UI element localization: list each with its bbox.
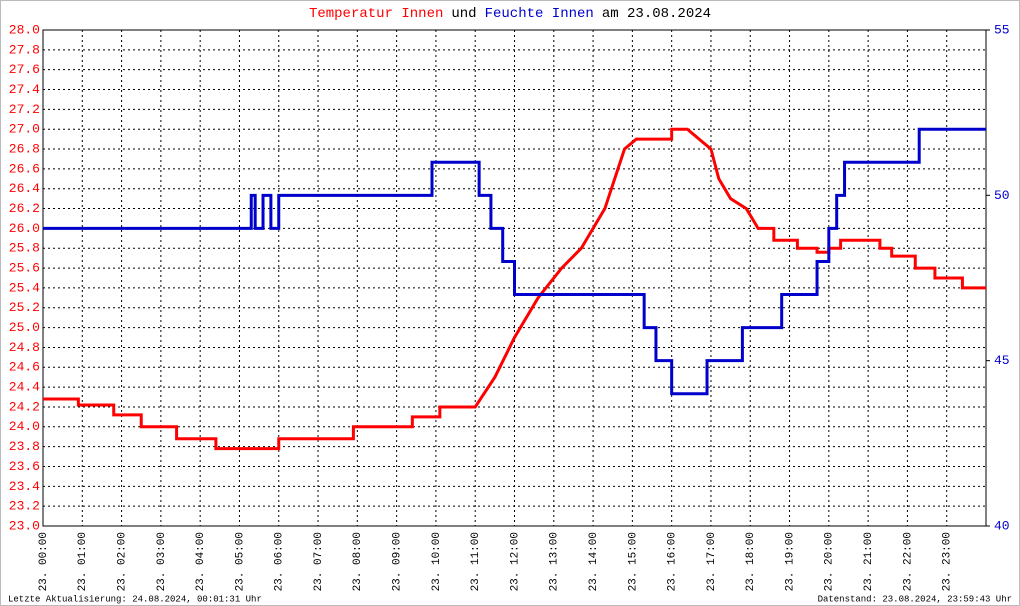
title-part: Temperatur Innen — [309, 6, 443, 22]
y-tick-label: 25.0 — [9, 320, 40, 335]
x-tick-label: 23. 10:00 — [431, 532, 443, 591]
title-part: und — [451, 6, 476, 22]
y-tick-label: 27.2 — [9, 102, 40, 117]
y-tick-label: 23.4 — [9, 479, 40, 494]
y-tick-label: 28.0 — [9, 22, 40, 37]
x-tick-label: 23. 18:00 — [745, 532, 757, 591]
x-tick-label: 23. 17:00 — [706, 532, 718, 591]
x-tick-label: 23. 15:00 — [627, 532, 639, 591]
y2-tick-label: 45 — [994, 353, 1010, 368]
y-tick-label: 23.6 — [9, 459, 40, 474]
y-tick-label: 26.8 — [9, 141, 40, 156]
x-tick-label: 23. 02:00 — [116, 532, 128, 591]
y-tick-label: 25.8 — [9, 241, 40, 256]
series-line — [43, 127, 986, 396]
x-tick-label: 23. 05:00 — [234, 532, 246, 591]
footer-left: Letzte Aktualisierung: 24.08.2024, 00:01… — [8, 594, 262, 604]
title-part: am 23.08.2024 — [602, 6, 711, 22]
y-tick-label: 25.2 — [9, 300, 40, 315]
y-tick-label: 23.8 — [9, 439, 40, 454]
x-tick-label: 23. 12:00 — [509, 532, 521, 591]
y2-tick-label: 40 — [994, 518, 1010, 533]
title-part: Feuchte Innen — [485, 6, 594, 22]
y-tick-label: 23.2 — [9, 499, 40, 514]
y-tick-label: 24.8 — [9, 340, 40, 355]
x-tick-label: 23. 06:00 — [274, 532, 286, 591]
y-tick-label: 23.0 — [9, 518, 40, 533]
x-tick-label: 23. 16:00 — [667, 532, 679, 591]
y2-tick-label: 55 — [994, 22, 1010, 37]
x-tick-label: 23. 20:00 — [824, 532, 836, 591]
x-tick-label: 23. 00:00 — [38, 532, 50, 591]
y-tick-label: 24.0 — [9, 419, 40, 434]
chart-title: Temperatur Innen und Feuchte Innen am 23.08… — [309, 6, 711, 22]
x-tick-label: 23. 23:00 — [942, 532, 954, 591]
y-tick-label: 27.4 — [9, 82, 40, 97]
x-tick-label: 23. 04:00 — [195, 532, 207, 591]
x-tick-label: 23. 09:00 — [392, 532, 404, 591]
series-line — [43, 127, 986, 451]
y-tick-label: 24.6 — [9, 360, 40, 375]
y-tick-label: 24.4 — [9, 380, 40, 395]
x-tick-label: 23. 07:00 — [313, 532, 325, 591]
y-tick-label: 25.4 — [9, 280, 40, 295]
y-tick-label: 27.0 — [9, 122, 40, 137]
footer-right: Datenstand: 23.08.2024, 23:59:43 Uhr — [818, 594, 1012, 604]
x-tick-label: 23. 19:00 — [784, 532, 796, 591]
x-tick-label: 23. 22:00 — [902, 532, 914, 591]
y-tick-label: 26.6 — [9, 161, 40, 176]
y-tick-label: 24.2 — [9, 399, 40, 414]
plot-frame — [42, 29, 987, 527]
x-tick-label: 23. 03:00 — [156, 532, 168, 591]
x-tick-label: 23. 14:00 — [588, 532, 600, 591]
y-tick-label: 27.8 — [9, 42, 40, 57]
y-tick-label: 26.4 — [9, 181, 40, 196]
x-tick-label: 23. 01:00 — [77, 532, 89, 591]
x-tick-label: 23. 21:00 — [863, 532, 875, 591]
x-tick-label: 23. 08:00 — [352, 532, 364, 591]
y-tick-label: 26.2 — [9, 201, 40, 216]
y2-tick-label: 50 — [994, 188, 1010, 203]
y-tick-label: 26.0 — [9, 221, 40, 236]
x-tick-label: 23. 13:00 — [549, 532, 561, 591]
y-tick-label: 27.6 — [9, 62, 40, 77]
y-tick-label: 25.6 — [9, 261, 40, 276]
x-tick-label: 23. 11:00 — [470, 532, 482, 591]
